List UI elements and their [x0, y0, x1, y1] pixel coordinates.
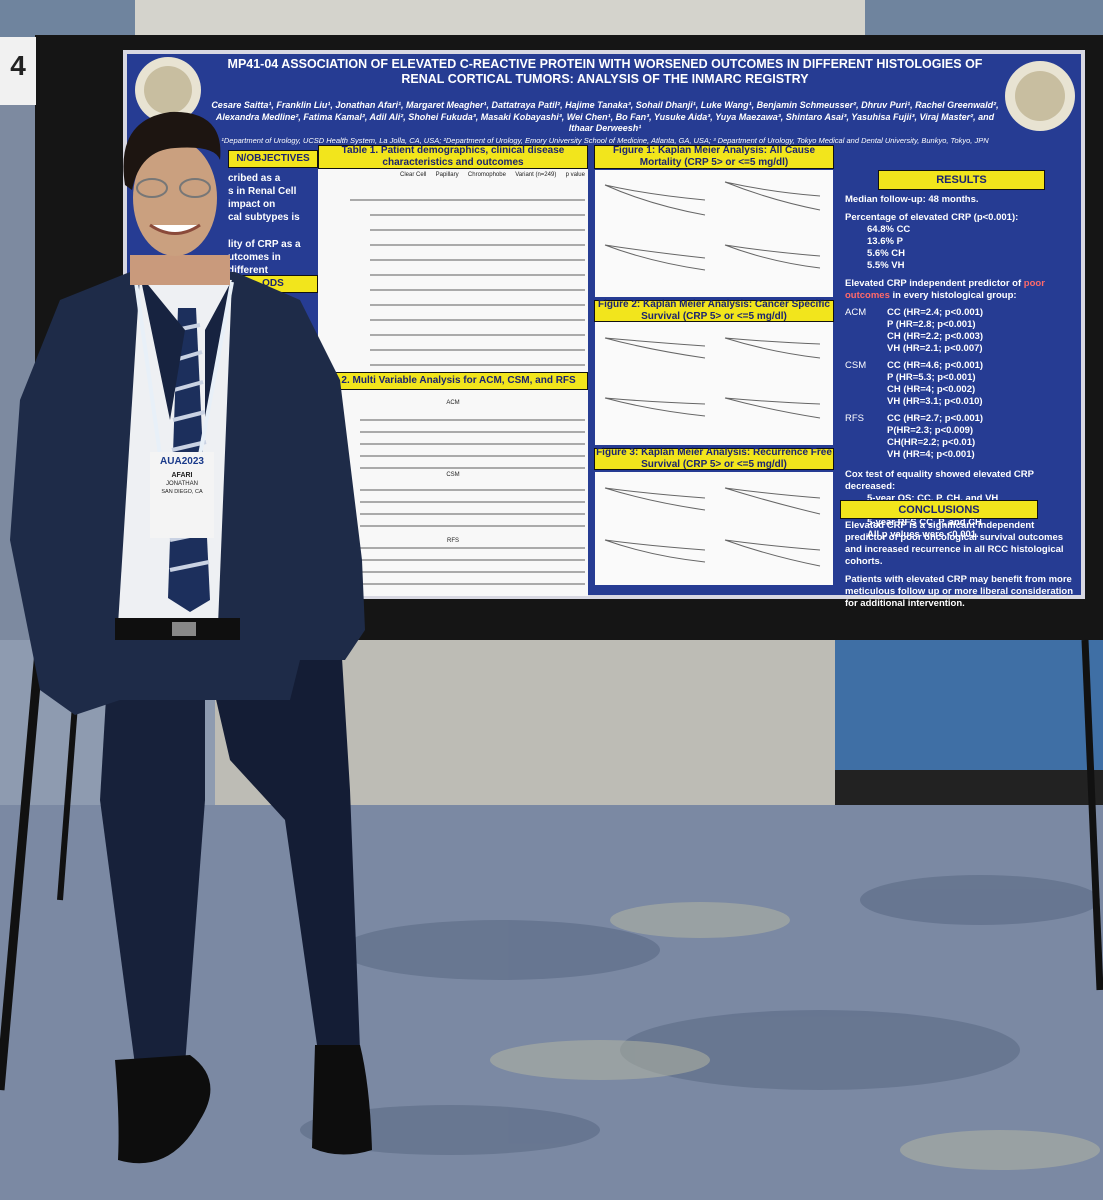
carpet-pattern: [300, 875, 1100, 1155]
objective-text: cal subtypes is: [228, 212, 300, 223]
badge-location: SAN DIEGO, CA: [161, 489, 203, 495]
table-2: [318, 390, 588, 596]
result-group: RFS CC (HR=2.7; p<0.001) P(HR=2.3; p<0.009…: [845, 413, 1077, 461]
results-header: RESULTS: [878, 170, 1045, 190]
section-label: ACM: [446, 400, 460, 406]
poster-title: MP41-04 ASSOCIATION OF ELEVATED C-REACTI…: [227, 57, 983, 86]
figure-title: Figure 3: Kaplan Meier Analysis: Recurre…: [594, 447, 834, 470]
result-text: Elevated CRP independent predictor of: [845, 278, 1024, 289]
result-group: CSM CC (HR=4.6; p<0.001) P (HR=5.3; p<0.00…: [845, 360, 1077, 408]
group-label: CSM: [845, 360, 867, 371]
objective-text: lity of CRP as a: [228, 239, 301, 250]
result-subitem: 5-year RFS CC, P, and CH: [867, 517, 982, 528]
group-items: CC (HR=2.4; p<0.001) P (HR=2.8; p<0.001) C…: [887, 307, 983, 355]
objective-text: utcomes in different: [228, 252, 281, 276]
group-items: CC (HR=2.7; p<0.001) P(HR=2.3; p<0.009) CH…: [887, 413, 983, 461]
conclusion-item: Patients with elevated CRP may benefit f…: [845, 574, 1074, 609]
group-item: CC (HR=2.7; p<0.001): [887, 413, 984, 424]
column-header: Papillary: [435, 172, 459, 178]
objective-text: s in Renal Cell: [228, 186, 297, 197]
result-item: Elevated CRP independent predictor of po…: [845, 278, 1077, 302]
column-header: p value: [565, 172, 585, 178]
section-header: N/OBJECTIVES: [228, 150, 318, 168]
table-rows: [350, 199, 585, 585]
group-item: CH (HR=2.2; p<0.003): [887, 331, 984, 342]
group-label: ACM: [845, 307, 867, 318]
group-label: RFS: [845, 413, 864, 424]
group-item: CC (HR=2.4; p<0.001): [887, 307, 984, 318]
group-item: CH(HR=2.2; p<0.01): [887, 437, 976, 448]
group-item: P (HR=5.3; p<0.001): [887, 372, 976, 383]
result-item: Percentage of elevated CRP (p<0.001):: [845, 212, 1019, 223]
result-subitem: All p values were <0.001.: [867, 529, 979, 540]
table-title: Table 1. Patient demographics, clinical …: [318, 145, 588, 169]
result-text: in every histological group:: [889, 290, 1017, 301]
badge: [150, 452, 214, 538]
column-header: Variant (n=249): [515, 172, 557, 178]
objective-text: cribed as a: [228, 173, 281, 184]
objective-text: impact on: [228, 199, 276, 210]
column-header: Clear Cell: [400, 172, 427, 178]
group-item: P(HR=2.3; p<0.009): [887, 425, 974, 436]
result-subitem: 5.6% CH: [867, 248, 906, 259]
figure-title: Figure 2: Kaplan Meier Analysis: Cancer …: [594, 299, 834, 322]
result-subitem: 64.8% CC: [867, 224, 911, 235]
group-item: VH (HR=3.1; p<0.010): [887, 396, 983, 407]
base: [835, 770, 1103, 805]
section-label: RFS: [447, 538, 459, 544]
conclusions-header: CONCLUSIONS: [840, 500, 1038, 519]
result-group: ACM CC (HR=2.4; p<0.001) P (HR=2.8; p<0.00…: [845, 307, 1077, 355]
result-item: Median follow-up: 48 months.: [845, 194, 979, 205]
board-number: 4: [10, 50, 26, 81]
badge-first-name: JONATHAN: [166, 481, 198, 487]
badge-last-name: AFARI: [171, 472, 193, 479]
result-subitem: 5-year OS: CC, P, CH, and VH: [867, 493, 999, 504]
poster-authors: Cesare Saitta¹, Franklin Liu¹, Jonathan …: [211, 100, 999, 133]
figure-title: Figure 1: Kaplan Meier Analysis: All Cau…: [594, 145, 834, 169]
group-item: CH (HR=4; p<0.002): [887, 384, 976, 395]
result-subitem: 5.5% VH: [867, 260, 905, 271]
result-subitem: 13.6% P: [867, 236, 903, 247]
group-item: VH (HR=4; p<0.001): [887, 449, 975, 460]
badge-event: AUA2023: [160, 456, 204, 467]
group-item: VH (HR=2.1; p<0.007): [887, 343, 983, 354]
conclusion-item: Elevated CRP is a significant independen…: [845, 520, 1064, 567]
poster-affiliations: ¹Department of Urology, UCSD Health Syst…: [221, 136, 989, 145]
blue-wall: [835, 640, 1103, 770]
result-item: Cox test of equality showed elevated CRP…: [845, 469, 1034, 492]
result-text: poor outcomes: [845, 278, 1045, 301]
group-item: P (HR=2.8; p<0.001): [887, 319, 976, 330]
table-1: [318, 168, 588, 372]
wall-panel: [135, 0, 865, 40]
board-placard: [0, 37, 36, 105]
section-label: CSM: [446, 472, 460, 478]
column-header: Chromophobe: [467, 172, 506, 178]
group-items: CC (HR=4.6; p<0.001) P (HR=5.3; p<0.001) C…: [887, 360, 983, 408]
group-item: CC (HR=4.6; p<0.001): [887, 360, 984, 371]
km-plots: [595, 170, 833, 585]
